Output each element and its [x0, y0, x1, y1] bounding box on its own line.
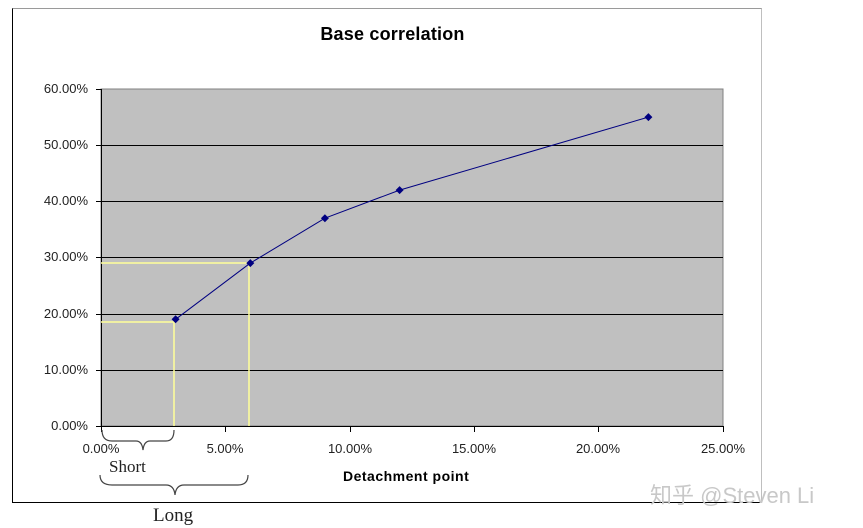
x-tick-label: 10.00% [327, 441, 373, 456]
y-tick-label: 30.00% [43, 249, 88, 264]
annotation-short: Short [109, 457, 146, 476]
y-tick-label: 50.00% [43, 137, 88, 152]
y-tick-label: 10.00% [43, 362, 88, 377]
chart-title: Base correlation [320, 24, 465, 44]
braces [99, 429, 249, 496]
x-tick-label: 0.00% [82, 441, 120, 456]
watermark: 知乎 @Steven Li [650, 483, 815, 508]
x-tick-label: 25.00% [700, 441, 746, 456]
x-tick-label: 5.00% [206, 441, 244, 456]
y-tick-label: 60.00% [43, 81, 88, 96]
y-tick-label: 20.00% [43, 306, 88, 321]
x-tick-label: 15.00% [451, 441, 497, 456]
gridlines [101, 145, 723, 371]
axes [96, 89, 724, 432]
y-tick-label: 0.00% [51, 418, 88, 433]
x-tick-label: 20.00% [575, 441, 621, 456]
x-axis-label: Detachment point [343, 468, 470, 484]
series-markers [171, 113, 653, 324]
annotation-long: Long [153, 505, 194, 526]
y-tick-label: 40.00% [43, 193, 88, 208]
